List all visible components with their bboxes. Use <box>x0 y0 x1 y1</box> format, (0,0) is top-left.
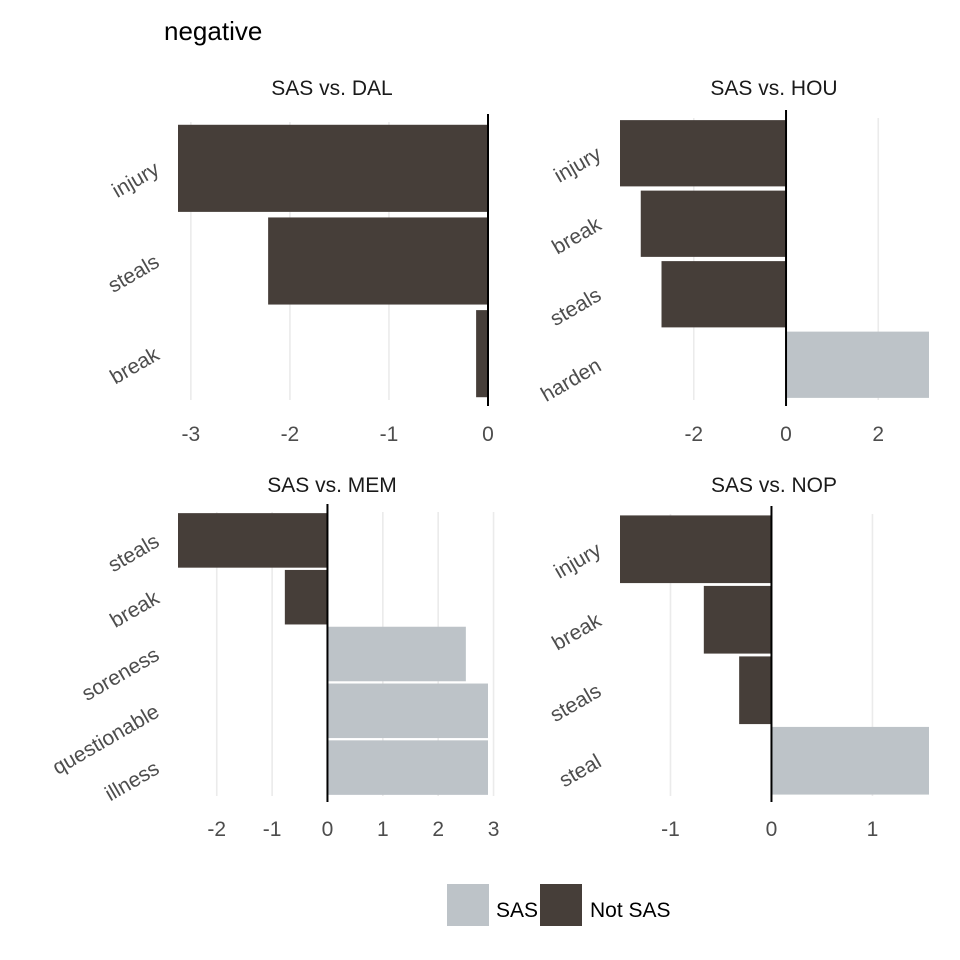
category-label: soreness <box>78 643 163 706</box>
legend-swatch <box>447 884 489 926</box>
figure-title: negative <box>164 16 262 46</box>
category-label: illness <box>101 757 163 806</box>
panel-title: SAS vs. MEM <box>267 474 397 497</box>
tick-label: 2 <box>872 423 884 446</box>
panel-title: SAS vs. NOP <box>711 474 837 497</box>
panel-3: stealsbreaksorenessquestionableillness-2… <box>49 474 500 841</box>
bar-break <box>640 190 787 257</box>
bar-break <box>476 310 488 398</box>
legend-label: Not SAS <box>590 899 671 922</box>
panel-1: injury steals break -3 -2 -1 0 SAS vs. DAL <box>104 77 494 446</box>
tick-label: 3 <box>488 818 500 841</box>
panel-title: SAS vs. DAL <box>271 77 392 100</box>
tick-label: 1 <box>377 818 389 841</box>
bar-injury <box>620 515 772 584</box>
legend-label: SAS <box>496 899 538 922</box>
panel-4: injury break steals steal -1 0 1 SAS vs. NOP <box>546 474 929 841</box>
bar-break <box>703 585 772 654</box>
bar-break <box>284 569 328 625</box>
category-label: injury <box>550 142 605 187</box>
category-label: steal <box>555 750 605 792</box>
bar-harden <box>786 331 929 398</box>
category-label: steals <box>104 250 163 297</box>
tick-label: -2 <box>207 818 226 841</box>
tick-label: -1 <box>380 423 399 446</box>
tick-label: 2 <box>432 818 444 841</box>
tick-label: 0 <box>482 423 494 446</box>
bar-injury <box>178 124 488 212</box>
category-label: steals <box>546 679 605 726</box>
legend: SAS Not SAS <box>447 884 671 926</box>
bar-steals <box>178 513 328 568</box>
category-label: injury <box>550 538 605 583</box>
tick-label: -1 <box>263 818 282 841</box>
category-label: harden <box>537 354 605 407</box>
tick-label: 0 <box>766 818 778 841</box>
bar-steal <box>771 726 929 795</box>
bar-questionable <box>327 683 488 739</box>
category-label: injury <box>108 157 163 202</box>
bar-steals <box>739 656 772 725</box>
bar-soreness <box>327 626 466 682</box>
category-label: steals <box>104 530 163 577</box>
bar-illness <box>327 740 488 795</box>
tick-label: -3 <box>182 423 201 446</box>
category-label: break <box>106 343 163 389</box>
category-label: break <box>548 609 605 655</box>
panel-2: injury break steals harden -2 0 2 SAS vs. HOU <box>537 77 929 446</box>
category-label: break <box>548 213 605 259</box>
category-label: break <box>106 586 163 632</box>
tick-label: -2 <box>281 423 300 446</box>
category-label: steals <box>546 283 605 330</box>
panel-title: SAS vs. HOU <box>710 77 837 100</box>
tick-label: 0 <box>322 818 334 841</box>
bar-injury <box>620 120 787 187</box>
tick-label: -1 <box>661 818 680 841</box>
bar-steals <box>268 217 488 305</box>
tick-label: 0 <box>780 423 792 446</box>
tick-label: -2 <box>684 423 703 446</box>
legend-swatch <box>540 884 582 926</box>
tick-label: 1 <box>867 818 879 841</box>
bar-steals <box>661 261 787 328</box>
